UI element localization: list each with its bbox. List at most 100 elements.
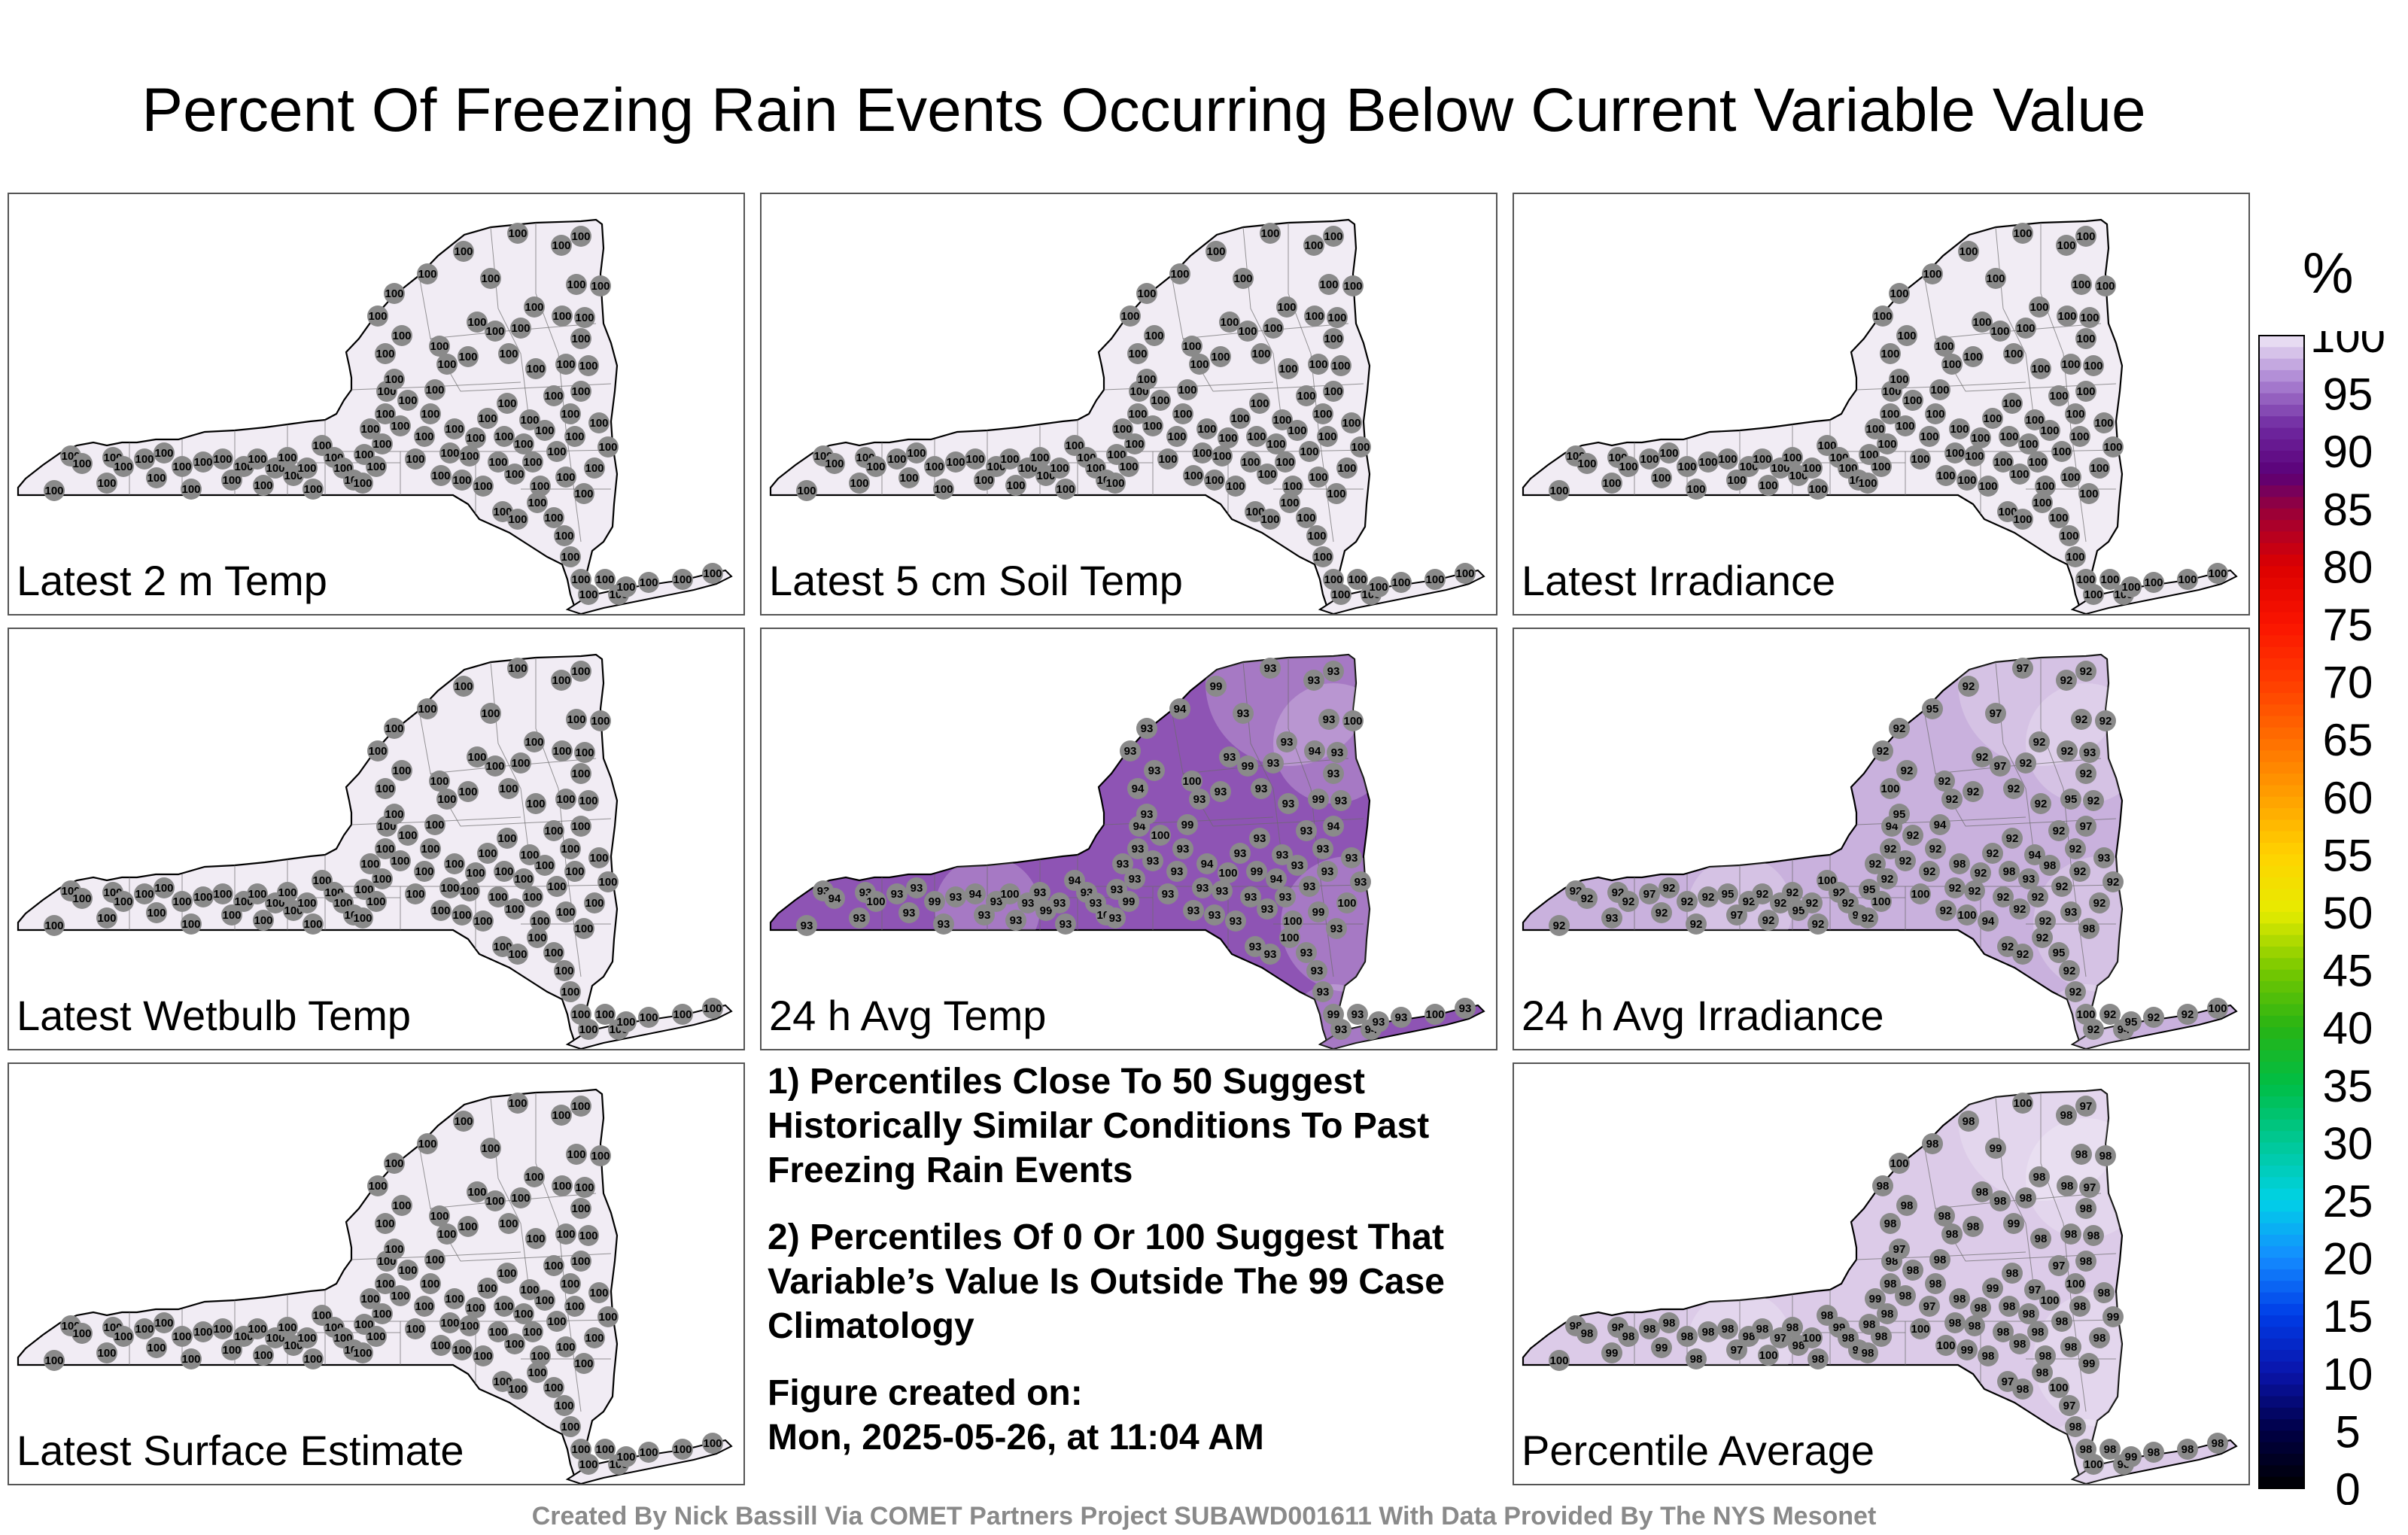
- station-value: 98: [2080, 1443, 2093, 1456]
- colorbar-tick-label: 65: [2323, 715, 2373, 765]
- station-value: 100: [1990, 325, 2009, 338]
- station-marker: 100: [1350, 436, 1371, 457]
- station-marker: 100: [134, 1318, 155, 1339]
- station-marker: 100: [181, 913, 202, 935]
- station-marker: 100: [172, 456, 193, 477]
- station-value: 98: [2098, 1287, 2111, 1299]
- station-marker: 100: [527, 492, 548, 513]
- station-marker: 100: [504, 464, 525, 485]
- station-marker: 100: [473, 910, 494, 932]
- panel-label: Latest Surface Estimate: [17, 1427, 464, 1474]
- station-marker: 100: [420, 1273, 441, 1294]
- station-value: 100: [639, 576, 658, 589]
- station-value: 100: [1759, 479, 1777, 492]
- station-marker: 100: [2093, 412, 2115, 433]
- station-marker: 98: [1896, 1195, 1917, 1216]
- station-value: 98: [1953, 1293, 1966, 1306]
- station-value: 93: [1331, 746, 1344, 759]
- station-value: 100: [2013, 513, 2032, 526]
- station-value: 94: [1327, 820, 1340, 833]
- station-marker: 100: [594, 569, 616, 590]
- station-marker: 100: [1549, 1350, 1570, 1371]
- station-value: 100: [1327, 488, 1345, 500]
- colorbar-segment: [2259, 819, 2304, 832]
- figure-created-label: Figure created on:: [768, 1373, 1083, 1413]
- station-marker: 100: [1278, 358, 1299, 379]
- station-value: 100: [1890, 373, 1908, 386]
- colorbar-segment: [2259, 555, 2304, 567]
- station-value: 98: [1994, 1195, 2007, 1208]
- station-marker: 100: [524, 731, 545, 752]
- station-marker: 100: [546, 876, 567, 897]
- station-marker: 100: [1342, 275, 1364, 296]
- station-value: 100: [181, 1353, 200, 1366]
- station-marker: 100: [638, 1007, 659, 1028]
- station-value: 100: [2019, 438, 2038, 451]
- station-value: 100: [1000, 453, 1019, 466]
- station-value: 92: [1997, 891, 2010, 904]
- station-value: 99: [1312, 906, 1325, 919]
- station-marker: 98: [1970, 1297, 1991, 1318]
- station-marker: 100: [2065, 546, 2086, 567]
- station-value: 98: [1792, 1339, 1805, 1352]
- station-value: 100: [703, 1002, 722, 1015]
- station-marker: 100: [439, 1312, 461, 1333]
- colorbar-segment: [2259, 1350, 2304, 1363]
- station-value: 100: [385, 808, 403, 821]
- station-marker: 100: [1296, 507, 1317, 528]
- station-value: 100: [460, 1320, 479, 1333]
- colorbar-tick-label: 25: [2323, 1176, 2373, 1226]
- station-marker: 100: [865, 891, 886, 912]
- station-value: 93: [1459, 1002, 1472, 1015]
- station-marker: 100: [1287, 420, 1308, 441]
- station-value: 100: [1313, 551, 1332, 564]
- station-marker: 100: [543, 507, 564, 528]
- station-marker: 92: [2009, 898, 2030, 919]
- station-marker: 93: [1312, 838, 1333, 859]
- station-value: 100: [421, 1278, 439, 1290]
- station-marker: 92: [1659, 877, 1680, 898]
- station-value: 94: [829, 892, 841, 905]
- station-value: 92: [1786, 886, 1799, 899]
- station-marker: 93: [1219, 746, 1240, 768]
- station-marker: 100: [497, 828, 518, 849]
- station-value: 94: [2029, 849, 2042, 862]
- station-value: 98: [1949, 1317, 1962, 1330]
- station-value: 100: [312, 439, 331, 452]
- station-marker: 92: [1618, 891, 1639, 912]
- station-marker: 100: [465, 427, 486, 448]
- station-value: 93: [1264, 662, 1277, 675]
- station-marker: 100: [473, 1345, 494, 1366]
- station-marker: 100: [467, 746, 488, 768]
- station-marker: 93: [1204, 904, 1225, 926]
- station-marker: 100: [397, 1260, 418, 1281]
- colorbar-segment: [2259, 566, 2304, 579]
- colorbar-segment: [2259, 843, 2304, 855]
- station-value: 100: [1337, 462, 1356, 475]
- station-value: 100: [135, 888, 154, 901]
- station-marker: 100: [1651, 467, 1672, 488]
- station-value: 99: [1987, 1282, 1999, 1295]
- station-value: 100: [1348, 573, 1367, 586]
- station-value: 100: [524, 1171, 543, 1184]
- station-value: 98: [2017, 1383, 2029, 1396]
- station-value: 100: [556, 358, 575, 371]
- station-marker: 100: [1686, 479, 1707, 500]
- station-value: 100: [526, 798, 545, 810]
- station-marker: 100: [477, 843, 498, 864]
- station-value: 100: [1309, 358, 1327, 371]
- station-marker: 100: [458, 781, 479, 802]
- station-value: 100: [1218, 432, 1237, 445]
- notes-block: 1) Percentiles Close To 50 Suggest Histo…: [768, 1059, 1467, 1460]
- station-value: 98: [1756, 1323, 1769, 1336]
- station-marker: 100: [2079, 307, 2100, 328]
- station-marker: 92: [2048, 820, 2069, 841]
- station-value: 93: [1330, 923, 1343, 935]
- station-value: 100: [556, 793, 575, 806]
- station-value: 100: [415, 430, 433, 443]
- colorbar-segment: [2259, 1338, 2304, 1351]
- colorbar-tick-label: 70: [2323, 658, 2373, 708]
- station-value: 98: [1967, 1220, 1980, 1233]
- station-value: 100: [385, 287, 403, 300]
- station-value: 92: [2060, 674, 2073, 687]
